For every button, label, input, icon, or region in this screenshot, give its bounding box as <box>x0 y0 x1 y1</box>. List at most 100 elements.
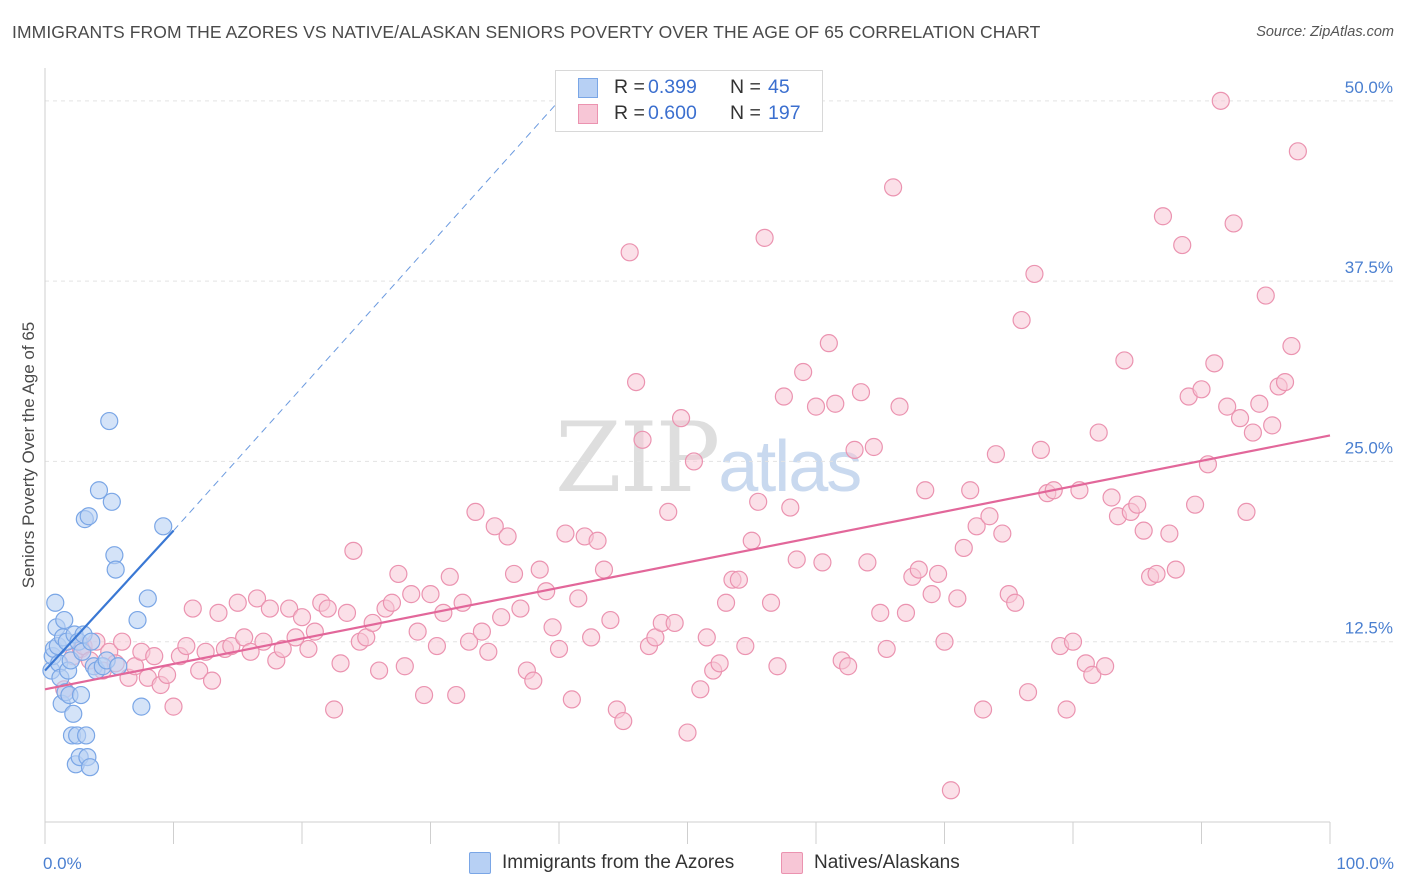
natives-point <box>247 589 267 608</box>
legend-n-value: 197 <box>768 102 801 124</box>
natives-point <box>1128 495 1147 514</box>
natives-point <box>1243 423 1263 442</box>
natives-point <box>851 383 871 402</box>
natives-point <box>890 397 909 416</box>
natives-point <box>389 564 408 584</box>
natives-point <box>710 654 729 673</box>
correlation-legend: R = 0.399 N = 45 R = 0.600 N = 197 <box>555 70 823 132</box>
natives-point <box>794 362 813 382</box>
natives-point <box>1275 372 1295 392</box>
natives-point <box>202 671 222 690</box>
natives-point <box>1256 286 1275 305</box>
natives-point <box>1012 310 1031 330</box>
natives-point <box>594 560 614 579</box>
natives-point <box>986 445 1006 464</box>
y-tick-label: 25.0% <box>1345 438 1393 457</box>
natives-point <box>472 622 491 641</box>
y-axis-label: Seniors Poverty Over the Age of 65 <box>19 322 38 588</box>
azores-point <box>128 610 147 630</box>
azores-trend-extension <box>173 100 560 531</box>
natives-point <box>941 781 961 800</box>
natives-point <box>459 632 479 651</box>
natives-point <box>883 178 903 197</box>
natives-point <box>1205 354 1224 373</box>
grid-lines <box>45 100 1395 643</box>
natives-point <box>928 564 948 584</box>
natives-point <box>1063 632 1083 651</box>
natives-point <box>620 243 639 262</box>
natives-point <box>626 372 646 392</box>
natives-point <box>691 680 710 699</box>
natives-point <box>678 723 697 742</box>
legend-n-value: 45 <box>768 76 790 98</box>
azores-point <box>109 657 128 676</box>
azores-point <box>82 632 101 651</box>
natives-point <box>768 657 787 676</box>
natives-point <box>440 567 459 586</box>
natives-point <box>1185 495 1205 514</box>
natives-point <box>1134 521 1153 540</box>
natives-point <box>145 647 164 666</box>
azores-point <box>71 685 91 705</box>
watermark: ZIPatlas <box>555 402 862 514</box>
natives-point <box>787 550 806 569</box>
natives-point <box>466 502 485 522</box>
natives-point <box>1282 336 1301 356</box>
natives-point <box>761 593 781 612</box>
natives-point <box>671 409 691 428</box>
natives-point <box>806 397 826 416</box>
natives-point <box>530 560 549 579</box>
natives-point <box>1237 502 1256 522</box>
natives-point <box>614 711 633 731</box>
natives-point <box>402 585 421 604</box>
legend-swatch-azores <box>578 78 598 98</box>
natives-point <box>935 632 954 651</box>
natives-point <box>427 636 447 656</box>
natives-point <box>479 642 498 661</box>
natives-point <box>967 517 986 536</box>
natives-point <box>858 553 877 572</box>
y-tick-label: 50.0% <box>1345 78 1393 97</box>
bottom-legend-swatch-natives <box>781 852 803 874</box>
natives-point <box>1263 416 1282 435</box>
natives-point <box>980 507 999 526</box>
natives-point <box>582 628 601 647</box>
natives-point <box>774 387 793 406</box>
azores-point <box>46 593 65 612</box>
azores-points <box>42 411 173 777</box>
natives-point <box>954 538 973 558</box>
natives-point <box>716 593 736 612</box>
natives-point <box>1192 380 1211 399</box>
natives-point <box>209 603 228 622</box>
natives-point <box>1288 142 1307 161</box>
natives-point <box>511 599 530 618</box>
natives-point <box>659 502 678 522</box>
natives-point <box>839 657 858 676</box>
y-tick-label: 37.5% <box>1345 258 1393 277</box>
natives-point <box>601 610 620 630</box>
natives-point <box>1006 593 1025 612</box>
natives-point <box>1102 488 1121 507</box>
natives-point <box>909 560 928 579</box>
natives-point <box>742 531 761 550</box>
azores-trend-line <box>44 529 175 672</box>
natives-trend-line <box>44 434 1331 691</box>
natives-point <box>864 437 883 457</box>
natives-point <box>543 618 562 637</box>
legend-swatch-natives <box>578 104 598 124</box>
azores-point <box>89 481 109 500</box>
natives-point <box>813 553 832 572</box>
natives-point <box>370 661 389 680</box>
source-label: Source: ZipAtlas.com <box>1256 24 1394 40</box>
natives-point <box>736 636 755 656</box>
natives-point <box>993 524 1012 543</box>
natives-point <box>447 685 466 705</box>
natives-point <box>337 603 357 622</box>
natives-point <box>318 599 337 618</box>
natives-point <box>344 541 363 560</box>
natives-point <box>504 564 524 584</box>
chart-title: IMMIGRANTS FROM THE AZORES VS NATIVE/ALA… <box>12 22 1041 42</box>
legend-r-value: 0.600 <box>648 102 697 124</box>
natives-point <box>190 661 209 680</box>
